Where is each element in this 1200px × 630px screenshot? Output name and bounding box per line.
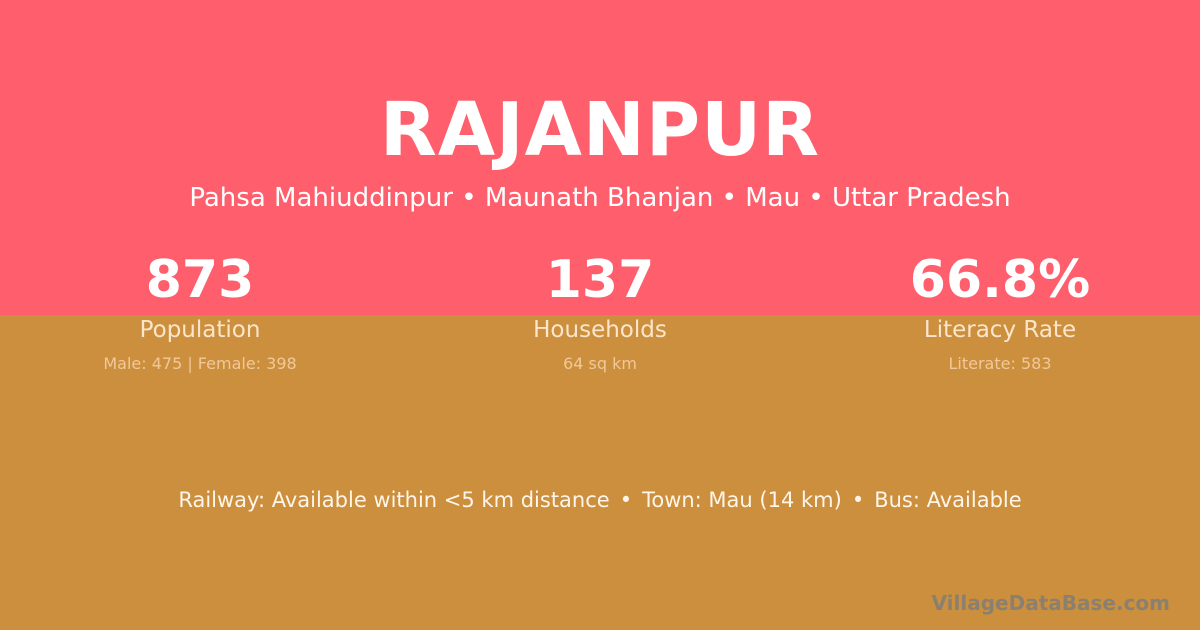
footer-band (0, 315, 1200, 630)
stat-value: 873 (145, 250, 255, 310)
brand-watermark: VillageDataBase.com (931, 591, 1170, 615)
village-title: RAJANPUR (379, 87, 821, 173)
separator: • (619, 488, 633, 512)
village-location: Pahsa Mahiuddinpur • Maunath Bhanjan • M… (189, 183, 1011, 213)
stat-value: 137 (545, 250, 655, 310)
facts-line: Railway: Available within <5 km distance… (0, 484, 1200, 516)
stat-label: Households (533, 317, 667, 343)
stat-detail: Male: 475 | Female: 398 (103, 354, 297, 373)
fact-railway: Railway: Available within <5 km distance (178, 488, 610, 512)
stat-detail: 64 sq km (563, 354, 637, 373)
fact-bus: Bus: Available (874, 488, 1022, 512)
stat-detail: Literate: 583 (948, 354, 1052, 373)
fact-town: Town: Mau (14 km) (642, 488, 842, 512)
stat-label: Population (139, 317, 261, 343)
stat-label: Literacy Rate (923, 317, 1077, 343)
header-band (0, 0, 1200, 315)
separator: • (851, 488, 865, 512)
stat-value: 66.8% (909, 250, 1091, 310)
